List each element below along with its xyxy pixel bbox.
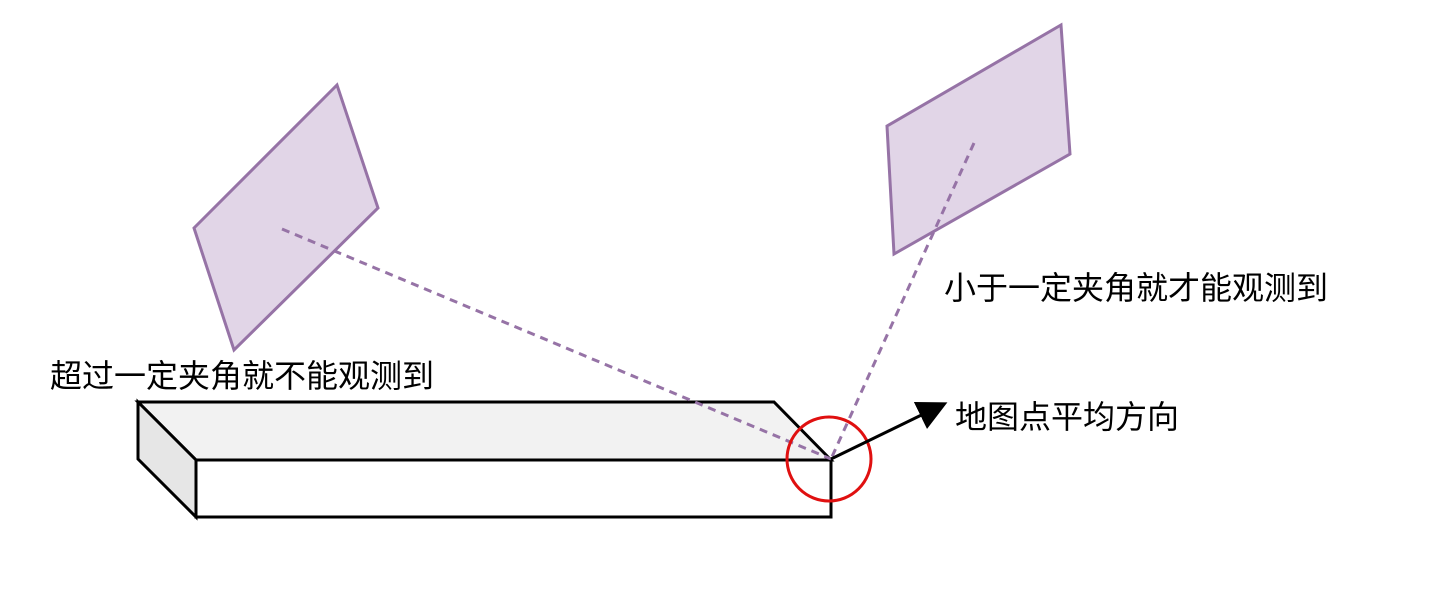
box-front-face — [194, 458, 833, 519]
within-angle-label: 小于一定夹角就才能观测到 — [944, 269, 1329, 307]
view-ray-left — [281, 227, 832, 461]
landmark-box — [134, 398, 835, 521]
view-ray-right — [829, 142, 976, 460]
camera-frame-right — [885, 22, 1072, 257]
map-point-highlight-circle — [785, 415, 873, 503]
map-point-normal-arrow — [830, 402, 948, 461]
camera-frame-left — [192, 82, 380, 353]
beyond-angle-label: 超过一定夹角就不能观测到 — [50, 357, 435, 395]
map-point-normal-label: 地图点平均方向 — [955, 398, 1180, 436]
box-top-face — [134, 400, 835, 462]
